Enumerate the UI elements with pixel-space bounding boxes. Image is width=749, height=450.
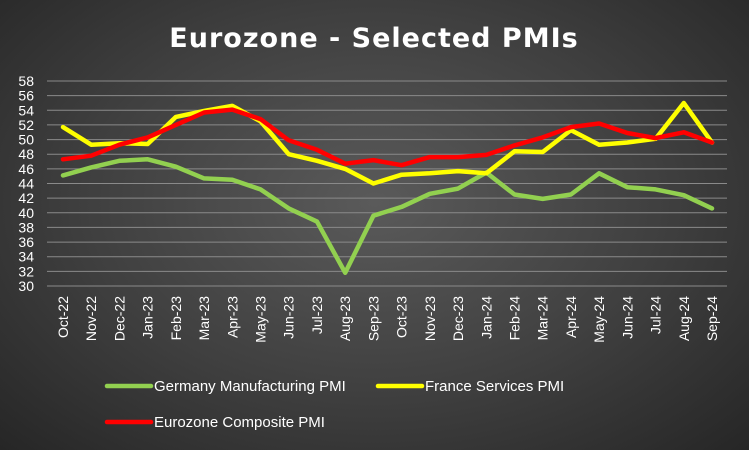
legend-label: Eurozone Composite PMI bbox=[154, 414, 325, 431]
x-tick-label: Jun-24 bbox=[619, 296, 635, 339]
x-tick-label: Mar-23 bbox=[196, 296, 212, 341]
x-tick-label: Oct-22 bbox=[55, 296, 71, 338]
y-tick-label: 38 bbox=[18, 219, 34, 235]
x-axis: Oct-22 Nov-22 Dec-22 Jan-23 Feb-23 Mar-23 Apr-… bbox=[55, 296, 720, 343]
y-tick-label: 42 bbox=[18, 190, 34, 206]
x-tick-label: Apr-24 bbox=[563, 296, 579, 338]
x-tick-label: Oct-23 bbox=[394, 296, 410, 338]
x-tick-label: Dec-23 bbox=[450, 296, 466, 341]
legend-label: France Services PMI bbox=[425, 378, 564, 395]
series-line-0 bbox=[60, 157, 715, 276]
y-tick-label: 52 bbox=[18, 117, 34, 133]
y-tick-label: 40 bbox=[18, 205, 34, 221]
x-tick-label: Jul-23 bbox=[309, 296, 325, 334]
x-tick-label: Jun-23 bbox=[281, 296, 297, 339]
series-line-1 bbox=[60, 100, 715, 186]
x-tick-label: Aug-24 bbox=[676, 296, 692, 341]
y-tick-label: 30 bbox=[18, 278, 34, 294]
x-tick-label: Nov-23 bbox=[422, 296, 438, 341]
x-tick-label: May-24 bbox=[591, 296, 607, 343]
x-tick-label: Aug-23 bbox=[337, 296, 353, 341]
x-tick-label: Apr-23 bbox=[224, 296, 240, 338]
x-tick-label: Sep-23 bbox=[365, 296, 381, 341]
gridlines bbox=[47, 80, 727, 287]
plot-area bbox=[60, 100, 715, 276]
x-tick-label: Nov-22 bbox=[83, 296, 99, 341]
x-tick-label: Dec-22 bbox=[111, 296, 127, 341]
y-tick-label: 50 bbox=[18, 132, 34, 148]
y-tick-label: 46 bbox=[18, 161, 34, 177]
y-tick-label: 48 bbox=[18, 146, 34, 162]
series-line-2 bbox=[60, 107, 715, 168]
x-tick-label: Sep-24 bbox=[704, 296, 720, 341]
y-tick-label: 58 bbox=[18, 73, 34, 89]
y-tick-label: 32 bbox=[18, 263, 34, 279]
y-tick-label: 54 bbox=[18, 102, 34, 118]
legend-label: Germany Manufacturing PMI bbox=[154, 378, 346, 395]
y-tick-label: 34 bbox=[18, 249, 34, 265]
x-tick-label: Mar-24 bbox=[535, 296, 551, 341]
x-tick-label: Feb-23 bbox=[168, 296, 184, 341]
x-tick-label: Jan-24 bbox=[478, 296, 494, 339]
y-tick-label: 44 bbox=[18, 176, 34, 192]
x-tick-label: Jul-24 bbox=[648, 296, 664, 334]
x-tick-label: Feb-24 bbox=[506, 296, 522, 341]
y-tick-label: 56 bbox=[18, 88, 34, 104]
x-tick-label: May-23 bbox=[253, 296, 269, 343]
x-tick-label: Jan-23 bbox=[140, 296, 156, 339]
y-tick-label: 36 bbox=[18, 234, 34, 250]
chart-title: Eurozone - Selected PMIs bbox=[169, 23, 578, 54]
legend: Germany Manufacturing PMI France Services… bbox=[104, 378, 564, 431]
